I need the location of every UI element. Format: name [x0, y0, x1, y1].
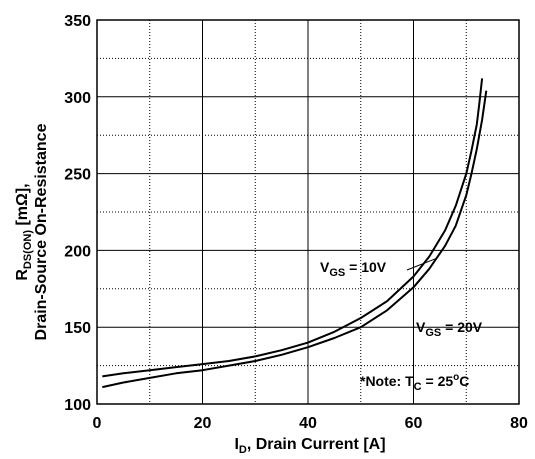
y-tick-label-350: 350	[64, 13, 91, 30]
x-tick-label-40: 40	[299, 415, 317, 432]
y-axis-label-line2: Drain-Source On-Resistance	[33, 123, 50, 340]
x-tick-label-80: 80	[510, 415, 528, 432]
x-tick-label-60: 60	[405, 415, 423, 432]
series-label-20v: VGS = 20V	[416, 319, 483, 339]
y-tick-label-200: 200	[64, 243, 91, 260]
series-layer	[102, 78, 488, 389]
series-line-10v	[102, 78, 484, 378]
series-line-20v	[102, 90, 488, 389]
tick-labels: 0 20 40 60 80 100 150 200 250 300 350	[64, 13, 528, 432]
x-tick-label-0: 0	[93, 415, 102, 432]
y-tick-label-100: 100	[64, 397, 91, 414]
y-axis-label-line1: RDS(ON) [mΩ],	[14, 183, 34, 280]
series-label-leader-10v	[406, 257, 438, 271]
y-tick-label-250: 250	[64, 167, 91, 184]
y-axis-label: RDS(ON) [mΩ], Drain-Source On-Resistance	[14, 123, 50, 340]
x-tick-label-20: 20	[194, 415, 212, 432]
temperature-note: *Note: TC = 25oC	[360, 372, 469, 393]
x-axis-label: ID, Drain Current [A]	[234, 436, 385, 456]
plot-frame	[96, 19, 520, 405]
series-label-10v: VGS = 10V	[320, 259, 387, 279]
y-tick-label-150: 150	[64, 320, 91, 337]
grid-lines	[97, 20, 519, 404]
y-tick-label-300: 300	[64, 90, 91, 107]
